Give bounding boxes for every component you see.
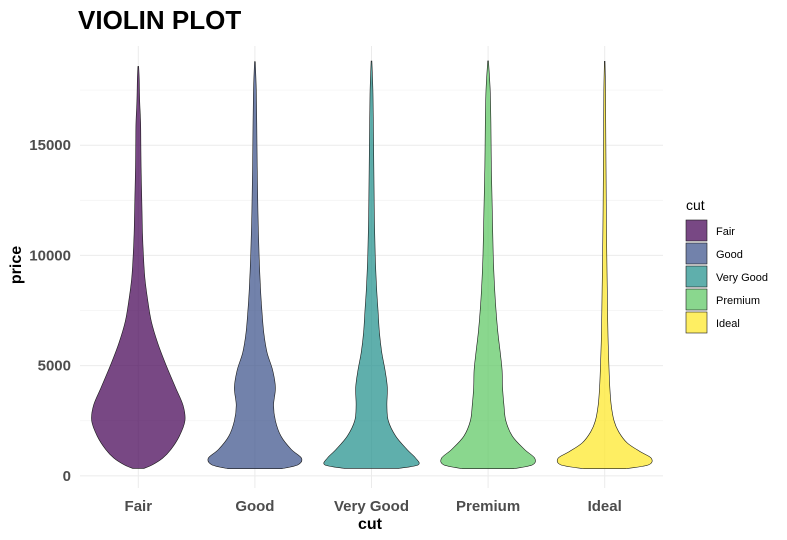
violin-premium: [440, 60, 536, 469]
violin-series: [91, 60, 653, 469]
legend-label: Good: [716, 249, 743, 261]
x-axis-ticks: Fair Good Very Good Premium Ideal: [125, 498, 622, 515]
legend-key: [685, 311, 708, 334]
y-tick-label: 15000: [29, 137, 71, 154]
violin-very-good: [323, 60, 420, 469]
legend-key: [685, 242, 708, 265]
x-tick-label: Ideal: [588, 498, 622, 515]
y-tick-label: 5000: [38, 358, 71, 375]
legend-label: Fair: [716, 226, 735, 238]
legend-items: Fair Good Very Good Premium Ideal: [685, 219, 768, 334]
x-tick-label: Very Good: [334, 498, 409, 515]
y-axis-title: price: [8, 246, 25, 284]
x-tick-label: Fair: [125, 498, 153, 515]
chart-title: VIOLIN PLOT: [78, 5, 241, 35]
x-tick-label: Good: [235, 498, 274, 515]
y-axis-ticks: 0 5000 10000 15000: [29, 137, 71, 485]
y-tick-label: 0: [63, 468, 71, 485]
legend-title: cut: [686, 197, 705, 213]
legend-key: [685, 219, 708, 242]
legend: cut Fair Good Very Good Premium Ideal: [685, 197, 768, 334]
y-tick-label: 10000: [29, 247, 71, 264]
legend-key: [685, 288, 708, 311]
legend-label: Ideal: [716, 318, 740, 330]
violin-ideal: [556, 61, 653, 469]
x-axis-title: cut: [358, 516, 383, 533]
x-tick-label: Premium: [456, 498, 520, 515]
legend-label: Very Good: [716, 272, 768, 284]
violin-good: [207, 61, 303, 469]
legend-label: Premium: [716, 295, 760, 307]
legend-key: [685, 265, 708, 288]
violin-fair: [91, 66, 186, 469]
